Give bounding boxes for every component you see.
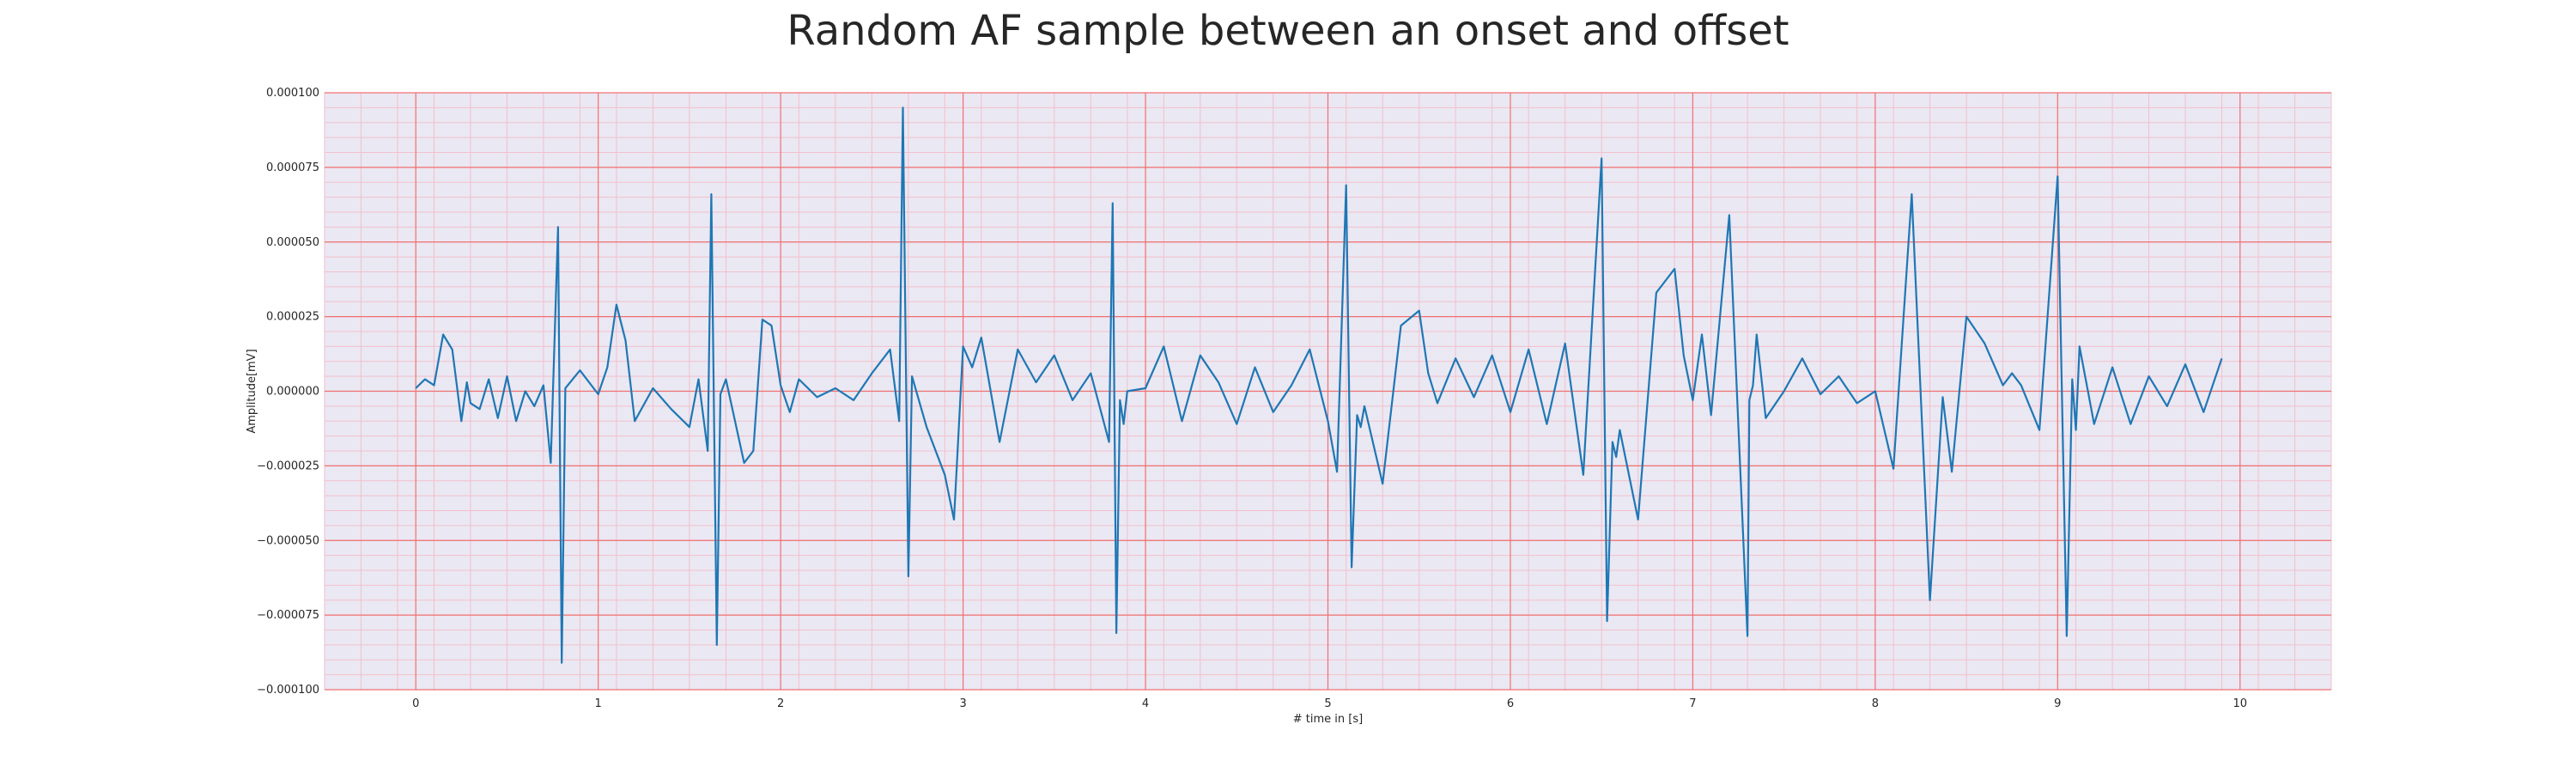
series-group: [415, 107, 2223, 664]
y-tick-label: 0.000000: [266, 386, 319, 399]
y-tick-label: 0.000050: [266, 236, 319, 249]
x-tick-label: 1: [595, 697, 602, 710]
y-tick-label: 0.000075: [266, 161, 319, 174]
y-tick-label: 0.000100: [266, 87, 319, 100]
y-tick-label: −0.000075: [257, 609, 319, 622]
x-tick-label: 8: [1872, 697, 1879, 710]
y-tick-label: −0.000025: [257, 460, 319, 472]
x-axis-label: # time in [s]: [1293, 713, 1363, 726]
x-tick-label: 2: [777, 697, 784, 710]
x-tick-label: 5: [1324, 697, 1331, 710]
y-tick-label: −0.000100: [257, 684, 319, 697]
y-tick-label: −0.000050: [257, 534, 319, 547]
x-tick-label: 9: [2054, 697, 2061, 710]
major-grid: [325, 92, 2331, 691]
y-tick-labels: −0.000100 −0.000075 −0.000050 −0.000025 0.00…: [257, 87, 319, 697]
chart-title: Random AF sample between an onset and of…: [787, 7, 1789, 55]
y-tick-label: 0.000025: [266, 311, 319, 324]
x-tick-label: 6: [1507, 697, 1514, 710]
x-tick-label: 3: [959, 697, 966, 710]
x-tick-label: 10: [2233, 697, 2247, 710]
series-line: [415, 107, 2223, 664]
x-tick-labels: 0 1 2 3 4 5 6 7 8 9 10: [412, 697, 2247, 710]
x-tick-label: 7: [1689, 697, 1696, 710]
x-tick-label: 0: [412, 697, 419, 710]
y-axis-label: Amplitude[mV]: [246, 349, 258, 433]
x-tick-label: 4: [1142, 697, 1149, 710]
